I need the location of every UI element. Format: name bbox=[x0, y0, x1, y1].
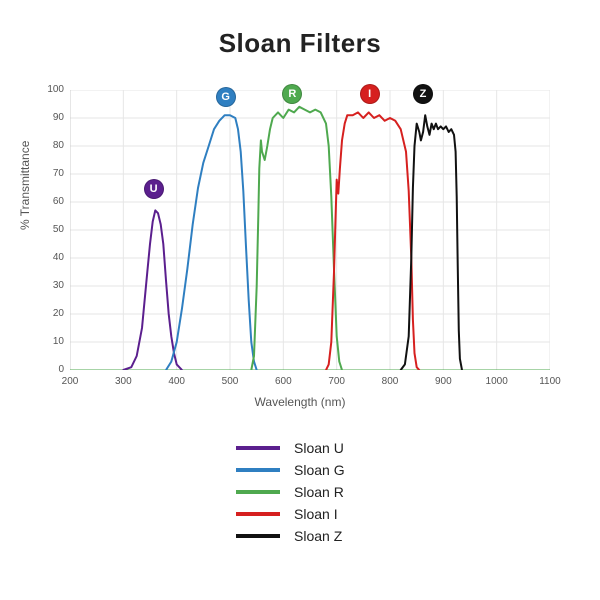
y-tick-label: 90 bbox=[24, 112, 64, 123]
series-marker: I bbox=[360, 84, 380, 104]
x-tick-label: 300 bbox=[115, 376, 132, 387]
legend-label: Sloan R bbox=[294, 484, 364, 500]
x-tick-label: 700 bbox=[328, 376, 345, 387]
legend-label: Sloan G bbox=[294, 462, 364, 478]
x-tick-label: 500 bbox=[222, 376, 239, 387]
y-tick-label: 0 bbox=[24, 364, 64, 375]
legend-item: Sloan G bbox=[236, 462, 364, 478]
series-line bbox=[326, 112, 419, 370]
legend-swatch bbox=[236, 512, 280, 516]
legend-item: Sloan I bbox=[236, 506, 364, 522]
y-tick-label: 30 bbox=[24, 280, 64, 291]
y-axis-label: % Transmittance bbox=[18, 141, 32, 230]
y-tick-label: 60 bbox=[24, 196, 64, 207]
chart-title: Sloan Filters bbox=[0, 0, 600, 59]
x-tick-label: 800 bbox=[382, 376, 399, 387]
x-tick-label: 1000 bbox=[486, 376, 508, 387]
legend-item: Sloan R bbox=[236, 484, 364, 500]
legend-item: Sloan U bbox=[236, 440, 364, 456]
y-tick-label: 20 bbox=[24, 308, 64, 319]
legend-label: Sloan Z bbox=[294, 528, 364, 544]
x-tick-label: 200 bbox=[62, 376, 79, 387]
figure-container: Sloan Filters % Transmittance 0102030405… bbox=[0, 0, 600, 600]
legend-swatch bbox=[236, 468, 280, 472]
plot-svg bbox=[70, 90, 550, 370]
x-tick-label: 600 bbox=[275, 376, 292, 387]
series-line bbox=[166, 115, 257, 370]
legend-label: Sloan I bbox=[294, 506, 364, 522]
y-tick-label: 70 bbox=[24, 168, 64, 179]
x-axis-label: Wavelength (nm) bbox=[0, 395, 600, 409]
x-tick-label: 1100 bbox=[539, 376, 561, 387]
series-marker: U bbox=[144, 179, 164, 199]
legend-item: Sloan Z bbox=[236, 528, 364, 544]
legend-label: Sloan U bbox=[294, 440, 364, 456]
series-marker: G bbox=[216, 87, 236, 107]
legend-swatch bbox=[236, 490, 280, 494]
series-line bbox=[123, 210, 182, 370]
y-tick-label: 100 bbox=[24, 84, 64, 95]
y-tick-label: 80 bbox=[24, 140, 64, 151]
legend-swatch bbox=[236, 446, 280, 450]
legend-swatch bbox=[236, 534, 280, 538]
legend: Sloan U Sloan G Sloan R Sloan I Sloan Z bbox=[0, 440, 600, 544]
x-tick-label: 900 bbox=[435, 376, 452, 387]
x-tick-label: 400 bbox=[168, 376, 185, 387]
series-marker: Z bbox=[413, 84, 433, 104]
y-tick-label: 40 bbox=[24, 252, 64, 263]
y-tick-label: 50 bbox=[24, 224, 64, 235]
chart-area: 0102030405060708090100 20030040050060070… bbox=[70, 90, 550, 370]
y-tick-label: 10 bbox=[24, 336, 64, 347]
